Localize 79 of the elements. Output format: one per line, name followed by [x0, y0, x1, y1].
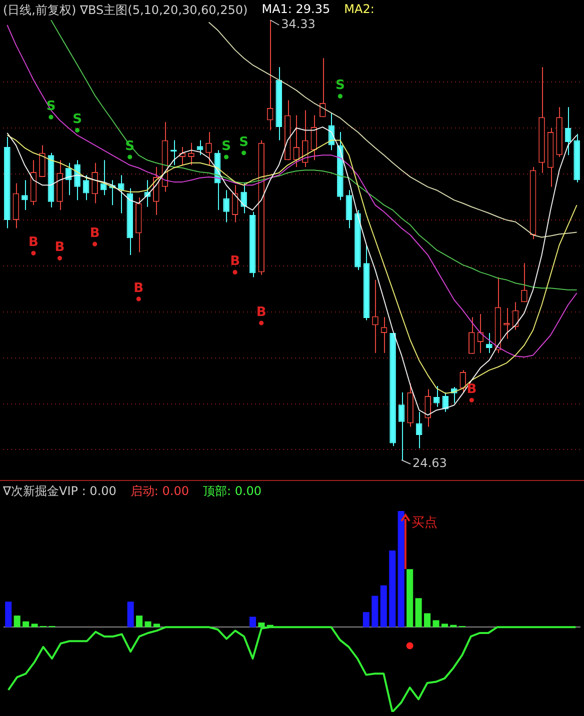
data-label: B: [90, 226, 100, 241]
data-label: S: [72, 112, 82, 128]
bar: [249, 616, 256, 628]
bar: [441, 624, 448, 628]
candlestick: [416, 411, 422, 449]
bar: [398, 511, 404, 628]
point: [232, 270, 238, 275]
candlestick: [433, 386, 440, 408]
bar: [424, 613, 431, 628]
data-label: S: [222, 138, 231, 154]
candlestick: [206, 132, 212, 166]
bar: [362, 612, 370, 628]
data-label: B: [28, 235, 38, 250]
text: 启动: 0.00: [130, 483, 189, 500]
bar: [380, 585, 387, 628]
data-label: B: [54, 240, 65, 256]
annotation: 34.33: [281, 17, 316, 32]
chart-title: ∇次新掘金VIP : 0.00: [3, 483, 116, 500]
candlestick: [424, 388, 431, 428]
candlestick: [564, 106, 572, 156]
candlestick: [92, 162, 98, 204]
data-label: B: [134, 280, 144, 296]
text: MA1: 29.35: [262, 2, 330, 18]
candlestick: [320, 58, 326, 118]
candlestick: [380, 316, 388, 354]
bar: [389, 550, 396, 628]
candlestick: [293, 114, 300, 168]
bar: [22, 621, 30, 628]
candlestick: [74, 160, 80, 201]
text: MA2:: [344, 2, 374, 18]
chart-title: (日线,前复权) ∇BS主图(5,10,20,30,60,250): [3, 2, 248, 19]
data-label: B: [466, 382, 477, 397]
bar: [14, 616, 20, 628]
candlestick: [39, 144, 46, 178]
text: 顶部: 0.00: [202, 483, 262, 500]
bar: [127, 602, 134, 628]
candlestick: [22, 180, 28, 211]
candlestick: [240, 182, 247, 214]
data-label: S: [239, 134, 248, 150]
candlestick: [302, 110, 308, 168]
point: [128, 154, 132, 160]
candlestick: [486, 332, 492, 354]
candlestick: [398, 392, 405, 460]
point: [338, 94, 342, 99]
annotation: 24.63: [412, 456, 447, 470]
bar: [31, 624, 38, 628]
data-label: B: [256, 304, 266, 320]
bar: [432, 620, 440, 628]
bar: [144, 621, 152, 628]
candlestick: [442, 392, 449, 412]
candlestick: [460, 370, 466, 393]
point: [31, 250, 36, 256]
candlestick: [468, 316, 475, 354]
bar: [5, 602, 12, 628]
candlestick: [346, 190, 352, 229]
candlestick: [521, 262, 528, 303]
point: [259, 320, 264, 326]
point: [136, 296, 141, 302]
data-label: B: [230, 254, 240, 270]
bar: [372, 596, 378, 628]
point: [224, 154, 229, 160]
candlestick: [266, 20, 274, 131]
bar: [415, 598, 422, 628]
bar: [406, 569, 414, 628]
point: [57, 256, 62, 260]
point: [74, 128, 80, 133]
candlestick: [82, 174, 90, 201]
bar: [136, 616, 143, 628]
point: [92, 242, 98, 246]
candlestick: [223, 190, 230, 223]
candlestick: [504, 308, 510, 340]
candlestick: [372, 279, 378, 354]
point: [469, 398, 474, 402]
annotation: 买点: [411, 515, 438, 530]
point: [48, 114, 54, 120]
data-label: S: [336, 78, 345, 94]
candlestick: [118, 174, 124, 214]
point: [242, 150, 246, 156]
candlestick: [188, 142, 194, 166]
